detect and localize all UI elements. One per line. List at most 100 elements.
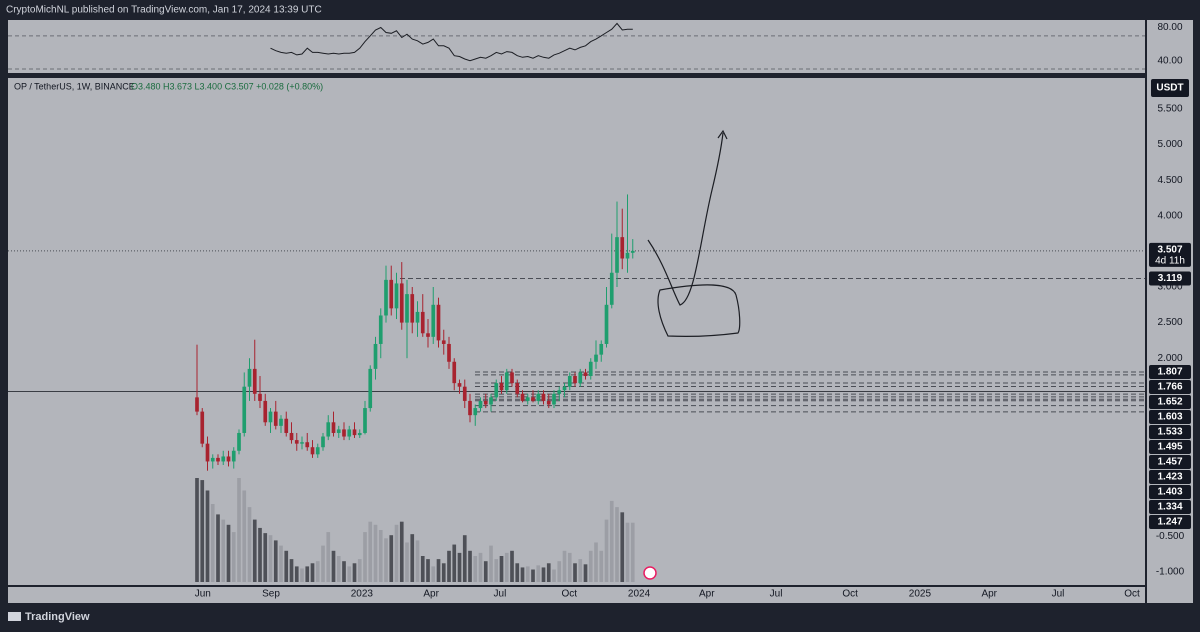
volume-bar [221,519,226,582]
last-price-label: 3.507 [1157,245,1182,256]
candle-body [258,393,262,401]
candle-body [357,432,362,436]
level-label: 1.652 [1157,397,1182,408]
volume-bar [515,563,520,582]
rsi-tick-label: 80.00 [1157,22,1182,33]
volume-bar [415,540,420,582]
candle-body [310,447,315,455]
level-box [1149,514,1191,529]
volume-bar [268,535,273,582]
candle-body [483,400,488,405]
volume-bar [326,532,331,582]
rsi-pane [8,20,1145,73]
volume-bar [294,566,299,582]
volume-bar [478,552,483,582]
volume-bar [578,559,583,582]
volume-bar [210,504,215,582]
volume-bar [342,561,346,582]
x-tick-label: Jun [195,589,211,600]
volume-bar [347,566,352,582]
volume-bar [315,561,320,582]
volume-bar [384,538,388,582]
ohlc-legend: O3.480 H3.673 L3.400 C3.507 +0.028 (+0.8… [131,81,323,91]
candle-body [284,418,289,433]
arrow-head [717,129,728,140]
level-label: 1.403 [1157,487,1182,498]
y-tick-label: 2.500 [1157,317,1182,328]
candle-body [478,400,483,409]
level-label: 1.247 [1157,517,1182,528]
volume-bar [462,535,467,582]
candle-body [625,252,630,259]
candle-body [221,456,226,462]
candle-body [630,250,635,253]
volume-bar [520,567,525,582]
candle-body [420,311,425,334]
candle-body [216,457,220,462]
level-box [1149,439,1191,454]
level-label: 1.533 [1157,427,1182,438]
rsi-tick-label: 40.00 [1157,55,1182,66]
candle-body [352,429,357,436]
candle-body [615,237,619,273]
volume-bar [494,559,499,582]
x-tick-label: Jul [494,589,507,600]
volume-bar [504,552,509,582]
level-box [1149,454,1191,469]
volume-bar [573,563,577,582]
candle-body [315,447,320,455]
candle-body [583,372,588,377]
volume-bar [426,559,430,582]
level-box [1149,394,1191,409]
volume-bar [499,556,504,582]
candle-body [205,443,210,462]
candle-body [252,368,257,394]
volume-bar [310,563,315,582]
candle-body [415,311,420,323]
candle-body [599,343,604,355]
countdown: 4d 11h [1155,256,1185,267]
volume-bar [557,561,562,582]
y-tick-label: 4.000 [1157,210,1182,221]
symbol: OP / TetherUS, 1W, BINANCE [14,81,135,91]
volume-bar [583,564,588,582]
volume-bar [216,514,220,582]
candle-body [494,383,499,398]
currency: USDT [1156,83,1183,94]
volume-bar [305,566,310,582]
volume-bar [441,563,446,582]
volume-bar [599,550,604,582]
brand-logo [8,612,21,621]
candle-body [567,376,572,387]
volume-bar [546,563,551,582]
volume-bar [378,530,383,582]
candle-body [468,400,472,416]
x-tick-label: Oct [1124,589,1140,600]
y-tick-label: 4.500 [1157,175,1182,186]
volume-bar [420,556,425,582]
level-label: 1.423 [1157,472,1182,483]
candle-body [394,283,399,309]
volume-bar [609,500,614,582]
candle-body [499,383,504,391]
volume-bar [226,524,231,582]
candle-body [300,442,304,444]
level-label: 1.457 [1157,457,1182,468]
candle-body [279,418,283,426]
candle-body [562,386,567,391]
volume-bar [289,559,294,582]
brand: TradingView [25,611,90,623]
candle-body [541,393,546,401]
volume-bar [363,532,367,582]
candle-body [294,440,299,444]
volume-bar [436,559,441,582]
candle-body [473,408,478,416]
candle-body [326,422,331,437]
candle-body [609,272,614,305]
candle-body [289,432,294,441]
box [657,284,741,337]
volume-bar [567,552,572,582]
candle-body [410,294,415,323]
